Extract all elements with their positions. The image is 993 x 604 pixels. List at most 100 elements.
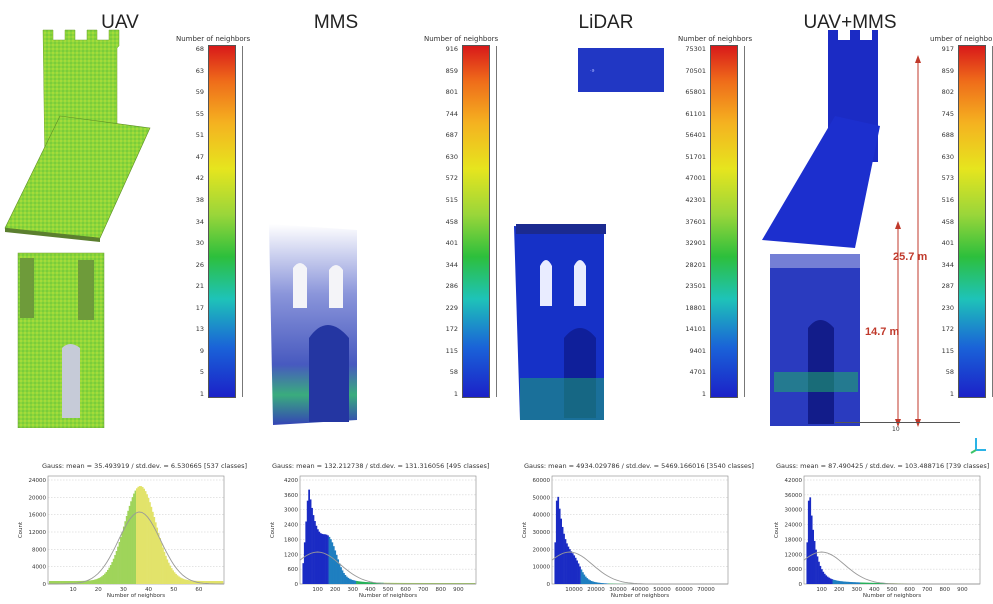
histogram-bar	[109, 565, 112, 584]
histogram-bar	[88, 580, 90, 584]
histogram-bar	[818, 561, 820, 584]
histogram-bar	[867, 582, 870, 584]
colorbar-tick-label: 75301	[685, 45, 706, 53]
histogram-bar	[108, 567, 111, 584]
histogram-bar	[156, 527, 159, 584]
histogram-bar	[208, 580, 211, 584]
histogram-bar	[331, 542, 334, 584]
histogram-ylabel: Count	[18, 521, 24, 538]
colorbar-tick-label: 115	[941, 346, 954, 355]
histogram-bar	[596, 582, 599, 584]
histogram-bar	[66, 580, 69, 584]
histogram-bar	[82, 580, 85, 584]
histogram-bar	[130, 501, 132, 584]
histogram-bar	[411, 582, 413, 584]
colorbar-tick-label: 34	[195, 217, 204, 226]
histogram-bar	[220, 580, 222, 584]
histogram-bar	[472, 582, 474, 584]
histogram-bar	[589, 580, 591, 584]
histogram-bar	[834, 580, 836, 584]
histogram-ytick-label: 16000	[29, 513, 47, 519]
histogram-bar	[369, 582, 371, 584]
histogram-bar	[467, 582, 470, 584]
histogram-xtick-label: 20000	[587, 587, 605, 593]
histogram-bar	[361, 581, 364, 584]
colorbar-gradient	[209, 46, 235, 397]
histogram-bar	[473, 582, 476, 584]
histogram-bar	[357, 581, 360, 584]
histogram-bar	[605, 583, 607, 584]
histogram-bar	[318, 531, 321, 584]
histogram-bar	[334, 550, 337, 584]
histogram-xtick-label: 200	[330, 587, 341, 593]
histogram-bar	[183, 579, 186, 584]
histogram-bar	[121, 531, 124, 584]
colorbar	[710, 45, 745, 398]
histogram-bar	[432, 582, 435, 584]
histogram-bar	[303, 542, 306, 584]
colorbar-tick-label: 458	[941, 217, 954, 226]
histogram-xtick-label: 100	[816, 587, 827, 593]
histogram-bar	[335, 554, 338, 584]
histogram-bar	[849, 581, 852, 584]
colorbar-tick-label: 32901	[685, 239, 706, 248]
histogram-bar	[464, 582, 467, 584]
histogram-bar	[427, 582, 429, 584]
histogram-bar	[806, 542, 809, 584]
histogram-bar	[343, 572, 345, 584]
histogram-bar	[50, 581, 53, 584]
histogram-bar	[448, 582, 451, 584]
colorbar-tick-label: 47001	[685, 174, 706, 183]
histogram-xtick-label: 70000	[697, 587, 715, 593]
colorbar-histogram-line	[496, 46, 497, 397]
histogram-bar	[319, 533, 322, 584]
colorbar-tick-label: 859	[941, 66, 954, 75]
histogram-bar	[443, 582, 445, 584]
histogram-bar	[874, 582, 877, 584]
histogram-bar	[202, 580, 205, 584]
histogram-bar	[854, 582, 857, 584]
histogram-ytick-label: 24000	[785, 523, 803, 529]
histogram-bar	[582, 572, 584, 584]
histogram-bar	[831, 579, 833, 584]
colorbar-tick-label: 18801	[685, 303, 706, 312]
histogram-bar	[115, 551, 118, 584]
histogram-bar	[809, 497, 812, 584]
histogram-xtick-label: 500	[383, 587, 394, 593]
colorbar-tick-label: 4701	[689, 368, 706, 377]
histogram-bar	[880, 583, 883, 584]
colorbar-tick-label: 42	[195, 174, 204, 183]
histogram-bar	[560, 518, 562, 584]
histogram-bar	[104, 573, 106, 584]
histogram-bar	[370, 582, 373, 584]
histogram-bar	[363, 581, 366, 584]
histogram-xtick-label: 300	[348, 587, 359, 593]
histogram-bar	[141, 487, 144, 584]
histogram-bar	[182, 578, 185, 584]
panel-title-uav-mms: UAV+MMS	[803, 12, 897, 33]
colorbar-ticks: 75301 70501 65801 61101 56401 51701 47001 42301…	[672, 45, 706, 398]
histogram-bar	[351, 579, 354, 584]
colorbar-tick-label: 1	[199, 390, 204, 398]
histogram-xtick-label: 300	[852, 587, 863, 593]
colorbar-tick-label: 63	[195, 66, 204, 75]
histogram-bar	[425, 582, 428, 584]
histogram-bar	[876, 582, 878, 584]
histogram-bar	[460, 582, 463, 584]
histogram-bar	[405, 582, 408, 584]
histogram-xtick-label: 600	[400, 587, 411, 593]
histogram-bar	[599, 582, 602, 584]
histogram-xtick-label: 700	[922, 587, 933, 593]
histogram-bar	[308, 489, 310, 584]
histogram-bar	[189, 580, 192, 584]
histogram-bar	[159, 538, 161, 584]
histogram-bar	[579, 566, 581, 584]
histogram-bar	[561, 526, 564, 584]
colorbar-tick-label: 65801	[685, 88, 706, 97]
histogram-bar	[359, 581, 361, 584]
histogram-xtick-label: 60	[195, 587, 202, 593]
histogram-bar	[101, 576, 103, 584]
histogram-bar	[470, 582, 473, 584]
histogram-bar	[816, 556, 819, 584]
colorbar-tick-label: 630	[941, 152, 954, 161]
